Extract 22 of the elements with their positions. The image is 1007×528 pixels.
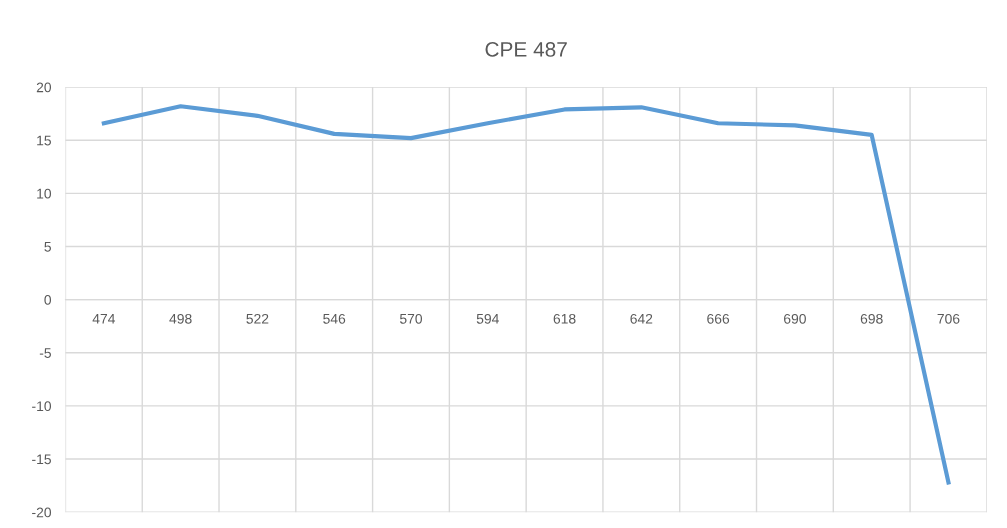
x-tick-label: 570 bbox=[399, 313, 423, 324]
y-tick-label: -15 bbox=[32, 454, 51, 465]
x-tick-label: 498 bbox=[169, 313, 192, 324]
y-tick-label: 10 bbox=[37, 188, 52, 199]
x-tick-label: 522 bbox=[246, 313, 269, 324]
y-tick-label: -20 bbox=[32, 507, 52, 518]
x-tick-label: 474 bbox=[92, 314, 116, 324]
x-tick-label: 706 bbox=[937, 313, 960, 324]
y-tick-label: -5 bbox=[39, 348, 51, 358]
x-tick-label: 698 bbox=[860, 313, 883, 324]
x-tick-label: 546 bbox=[323, 313, 346, 324]
x-tick-label: 666 bbox=[707, 313, 730, 324]
chart-title: CPE 487 bbox=[485, 42, 567, 57]
x-tick-label: 618 bbox=[553, 313, 576, 324]
y-tick-label: 15 bbox=[37, 135, 51, 146]
x-tick-label: 690 bbox=[784, 313, 806, 324]
x-tick-label: 642 bbox=[630, 313, 653, 324]
y-tick-label: 5 bbox=[44, 241, 51, 252]
y-tick-label: -10 bbox=[32, 401, 52, 412]
y-tick-label: 20 bbox=[36, 82, 52, 93]
y-tick-label: 0 bbox=[44, 294, 52, 305]
x-tick-label: 594 bbox=[476, 313, 499, 324]
